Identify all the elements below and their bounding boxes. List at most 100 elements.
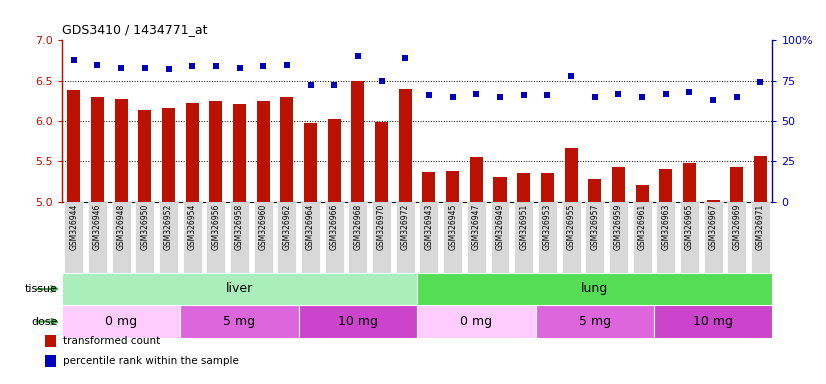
Text: GSM326966: GSM326966 — [330, 204, 339, 250]
Bar — [278, 202, 297, 273]
Text: GSM326960: GSM326960 — [259, 204, 268, 250]
Text: GSM326965: GSM326965 — [685, 204, 694, 250]
Text: 5 mg: 5 mg — [224, 315, 255, 328]
Bar — [135, 202, 154, 273]
Point — [541, 92, 554, 98]
Bar — [115, 99, 128, 202]
Bar — [517, 172, 530, 202]
Point — [446, 94, 459, 100]
Text: lung: lung — [582, 283, 608, 295]
Point — [635, 94, 648, 100]
Bar — [704, 202, 723, 273]
Bar — [588, 179, 601, 202]
Bar — [730, 167, 743, 202]
Text: GSM326956: GSM326956 — [211, 204, 221, 250]
Bar — [535, 305, 654, 338]
Text: liver: liver — [226, 283, 253, 295]
Text: GSM326946: GSM326946 — [93, 204, 102, 250]
Bar — [633, 202, 652, 273]
Point — [209, 63, 222, 69]
Text: GSM326943: GSM326943 — [425, 204, 434, 250]
Point — [351, 53, 364, 60]
Text: GSM326954: GSM326954 — [188, 204, 197, 250]
Text: GSM326962: GSM326962 — [282, 204, 292, 250]
Text: GSM326968: GSM326968 — [354, 204, 363, 250]
Bar — [635, 185, 648, 202]
Text: GSM326951: GSM326951 — [520, 204, 528, 250]
Bar — [657, 202, 675, 273]
Bar — [399, 89, 412, 202]
Point — [304, 83, 317, 89]
Bar — [683, 163, 696, 202]
Point — [91, 61, 104, 68]
Text: GSM326963: GSM326963 — [662, 204, 670, 250]
Bar — [467, 202, 486, 273]
Bar — [91, 97, 104, 202]
Bar — [751, 202, 770, 273]
Text: 0 mg: 0 mg — [460, 315, 492, 328]
Text: GSM326970: GSM326970 — [377, 204, 386, 250]
Bar — [654, 305, 772, 338]
Text: GSM326948: GSM326948 — [116, 204, 126, 250]
Bar — [609, 202, 628, 273]
Text: GSM326972: GSM326972 — [401, 204, 410, 250]
Bar — [62, 273, 417, 305]
Bar — [349, 202, 368, 273]
Text: 10 mg: 10 mg — [338, 315, 378, 328]
Bar — [586, 202, 604, 273]
Text: transformed count: transformed count — [63, 336, 160, 346]
Text: GSM326971: GSM326971 — [756, 204, 765, 250]
Bar — [612, 167, 625, 202]
Bar — [417, 273, 772, 305]
Bar — [351, 81, 364, 202]
Point — [280, 61, 293, 68]
Point — [706, 97, 719, 103]
Text: GSM326953: GSM326953 — [543, 204, 552, 250]
Text: GSM326945: GSM326945 — [449, 204, 457, 250]
Bar — [159, 202, 178, 273]
Bar — [62, 305, 180, 338]
Point — [588, 94, 601, 100]
Text: GSM326950: GSM326950 — [140, 204, 150, 250]
Bar — [446, 171, 459, 202]
Bar — [564, 147, 577, 202]
Bar — [491, 202, 510, 273]
Point — [564, 73, 577, 79]
Text: GSM326964: GSM326964 — [306, 204, 315, 250]
Text: GSM326961: GSM326961 — [638, 204, 647, 250]
Point — [162, 66, 175, 73]
Point — [257, 63, 270, 69]
Bar — [493, 177, 506, 202]
Bar — [538, 202, 557, 273]
Bar — [162, 108, 175, 202]
Bar — [515, 202, 533, 273]
Bar — [396, 202, 415, 273]
Bar — [230, 202, 249, 273]
Point — [470, 91, 483, 97]
Bar — [541, 172, 554, 202]
Bar — [304, 123, 317, 202]
Point — [328, 83, 341, 89]
Bar — [299, 305, 417, 338]
Bar — [88, 202, 107, 273]
Point — [115, 65, 128, 71]
Bar — [420, 202, 439, 273]
Text: GSM326967: GSM326967 — [709, 204, 718, 250]
Text: 10 mg: 10 mg — [693, 315, 733, 328]
Text: GSM326969: GSM326969 — [733, 204, 741, 250]
Point — [233, 65, 246, 71]
Bar — [186, 103, 199, 202]
Text: GSM326952: GSM326952 — [164, 204, 173, 250]
Text: GDS3410 / 1434771_at: GDS3410 / 1434771_at — [62, 23, 207, 36]
Point — [730, 94, 743, 100]
Text: tissue: tissue — [25, 284, 58, 294]
Text: percentile rank within the sample: percentile rank within the sample — [63, 356, 239, 366]
Bar — [67, 89, 80, 202]
Point — [399, 55, 412, 61]
Text: GSM326958: GSM326958 — [235, 204, 244, 250]
Point — [67, 56, 80, 63]
Bar — [254, 202, 273, 273]
Point — [186, 63, 199, 69]
Bar — [659, 169, 672, 202]
Bar — [64, 202, 83, 273]
